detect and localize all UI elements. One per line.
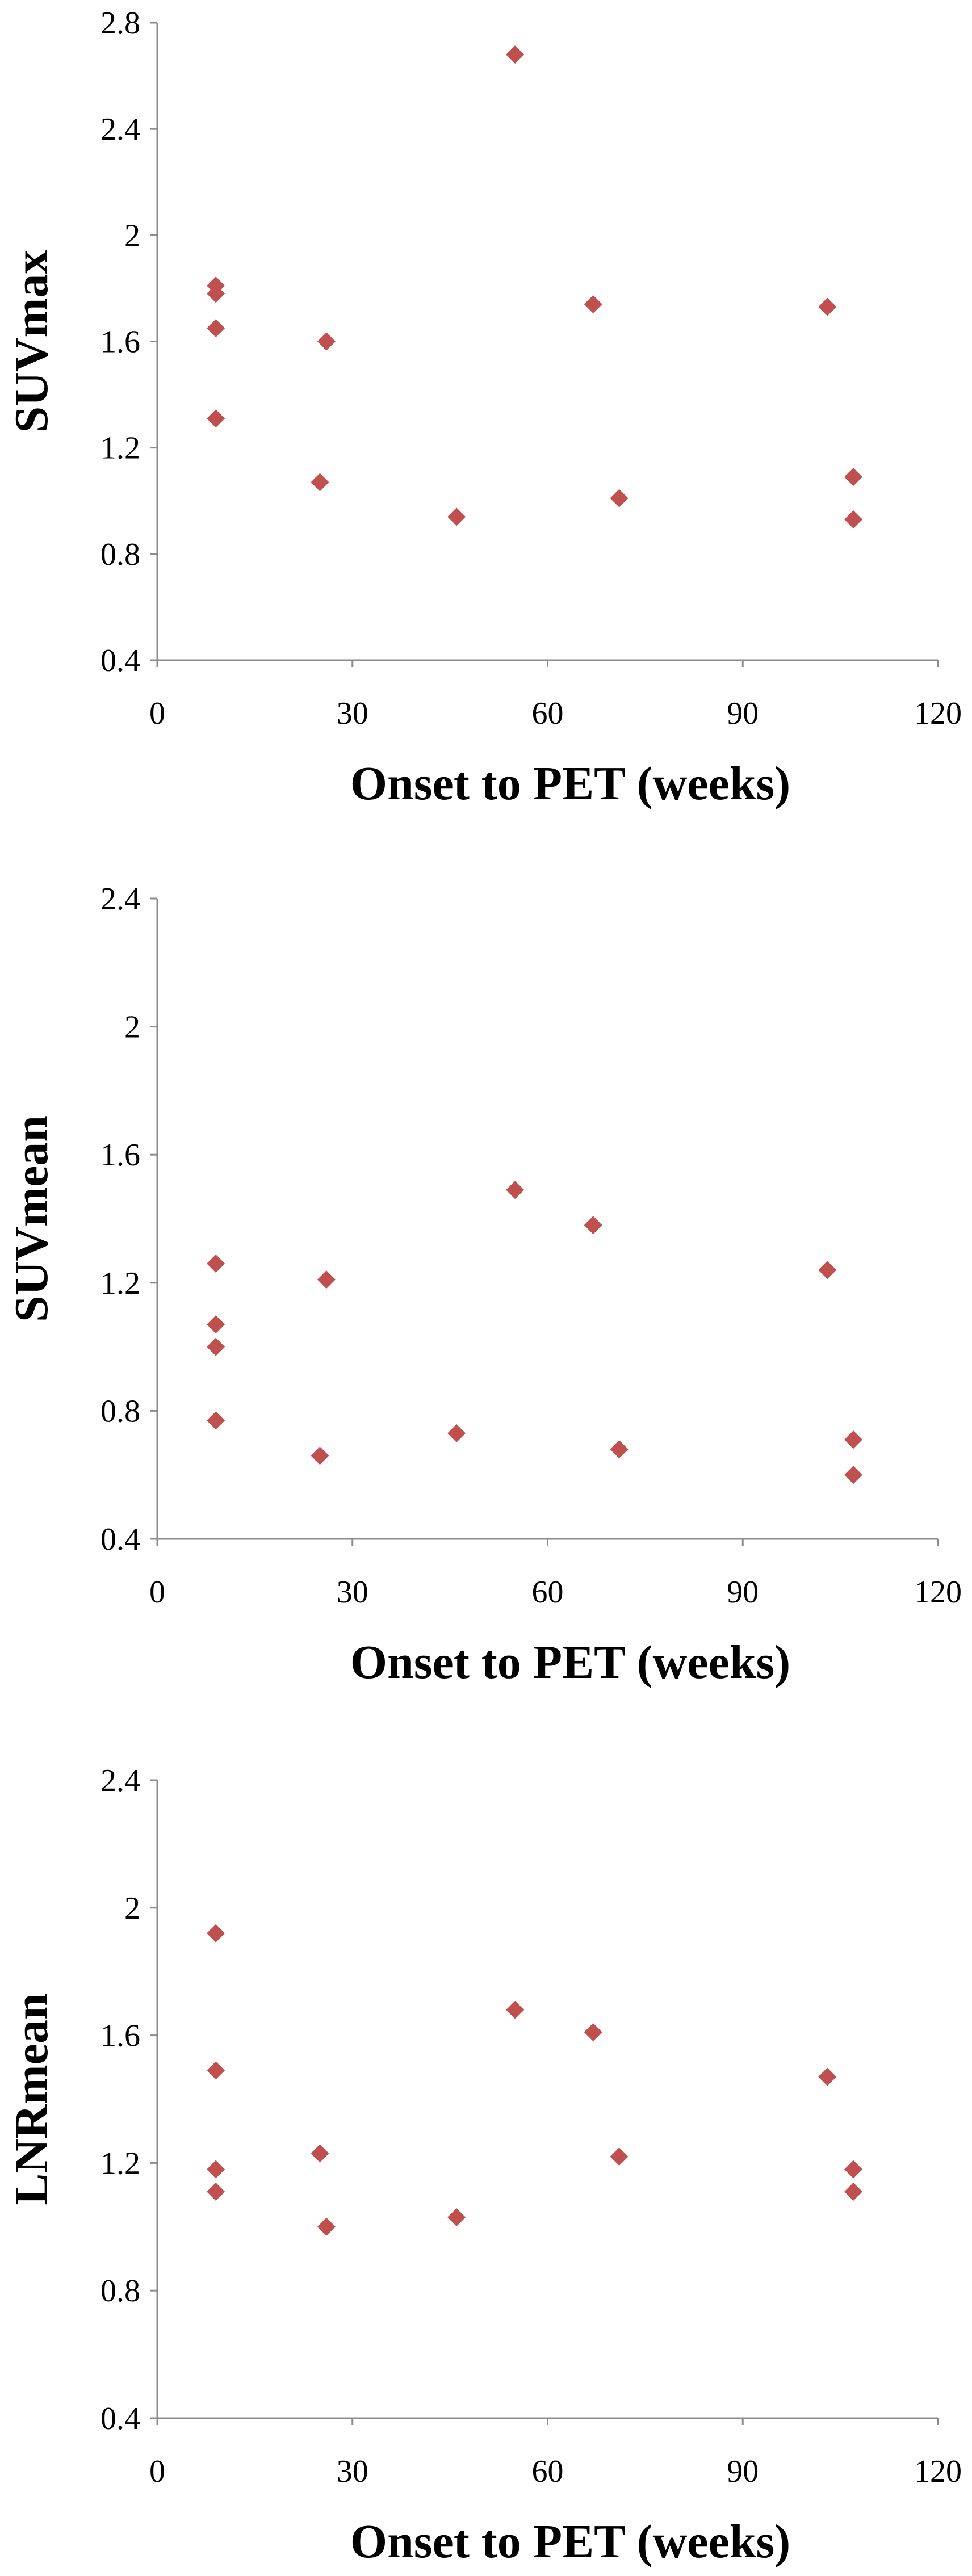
data-point xyxy=(207,2182,225,2201)
y-tick-label: 1.2 xyxy=(100,2146,140,2181)
data-point xyxy=(207,1337,225,1356)
x-tick-label: 30 xyxy=(337,696,368,731)
data-point xyxy=(844,1466,863,1484)
data-point xyxy=(610,489,629,507)
data-point xyxy=(447,2208,466,2226)
x-tick-label: 90 xyxy=(727,1575,759,1610)
data-point xyxy=(844,2160,863,2179)
y-tick-label: 2.4 xyxy=(100,882,140,917)
y-tick-label: 1.2 xyxy=(100,431,140,466)
y-tick-label: 1.6 xyxy=(100,1138,140,1173)
y-tick-label: 0.4 xyxy=(100,643,140,678)
y-axis-title: LNRmean xyxy=(5,1993,58,2205)
x-tick-label: 60 xyxy=(532,696,564,731)
x-tick-label: 30 xyxy=(337,1575,368,1610)
x-tick-label: 0 xyxy=(149,2454,165,2489)
data-point xyxy=(317,1270,336,1289)
data-point xyxy=(317,332,336,351)
chart-panel-3: 0.4 0.8 1.2 1.6 2 2.4 0 30 60 90 120 Onset to PET (… xyxy=(5,1763,962,2568)
data-point xyxy=(311,2144,329,2163)
chart-panel-2: 0.4 0.8 1.2 1.6 2 2.4 0 30 60 90 120 Onset to PET (… xyxy=(5,882,962,1689)
data-point xyxy=(311,1446,329,1465)
data-point xyxy=(207,2061,225,2080)
data-point xyxy=(610,2147,629,2166)
x-tick-label: 120 xyxy=(914,1575,962,1610)
y-tick-label: 1.6 xyxy=(100,325,140,360)
x-tick-label: 120 xyxy=(914,2454,962,2489)
data-point xyxy=(844,1430,863,1449)
data-point xyxy=(207,1254,225,1273)
data-point xyxy=(317,2217,336,2236)
data-point xyxy=(207,2160,225,2179)
y-tick-label: 2.4 xyxy=(100,1763,140,1798)
data-point xyxy=(506,2000,525,2019)
y-tick-label: 0.8 xyxy=(100,537,140,572)
data-point xyxy=(844,468,863,486)
x-axis-title: Onset to PET (weeks) xyxy=(350,1636,790,1689)
y-tick-label: 2.4 xyxy=(100,112,140,147)
data-point xyxy=(506,1181,525,1199)
data-point xyxy=(844,510,863,529)
data-point xyxy=(818,297,837,316)
x-tick-label: 0 xyxy=(149,1575,165,1610)
y-tick-label: 2 xyxy=(124,1891,140,1926)
x-tick-label: 60 xyxy=(532,1575,564,1610)
y-tick-label: 0.8 xyxy=(100,1394,140,1429)
y-tick-label: 1.6 xyxy=(100,2019,140,2054)
data-point xyxy=(818,2067,837,2086)
x-tick-label: 30 xyxy=(337,2454,368,2489)
data-point xyxy=(584,2023,602,2041)
y-tick-label: 0.4 xyxy=(100,2401,140,2436)
chart-panel-1: 0.4 0.8 1.2 1.6 2 2.4 2.8 0 30 60 90 120 Onset to PE… xyxy=(5,6,962,810)
data-point xyxy=(506,45,525,64)
y-tick-label: 2.8 xyxy=(100,6,140,41)
data-point xyxy=(311,473,329,492)
data-point xyxy=(584,1216,602,1235)
y-tick-label: 0.8 xyxy=(100,2273,140,2309)
data-point xyxy=(207,1411,225,1430)
x-tick-label: 90 xyxy=(727,2454,759,2489)
data-point xyxy=(610,1440,629,1459)
x-axis-title: Onset to PET (weeks) xyxy=(350,757,790,810)
data-point xyxy=(207,1924,225,1943)
data-point xyxy=(844,2182,863,2201)
data-point xyxy=(207,1315,225,1334)
y-tick-label: 0.4 xyxy=(100,1522,140,1557)
y-tick-label: 2 xyxy=(124,218,140,253)
y-axis-title: SUVmax xyxy=(5,250,58,433)
data-point xyxy=(207,284,225,303)
data-point xyxy=(447,507,466,526)
x-tick-label: 90 xyxy=(727,696,759,731)
data-point xyxy=(818,1261,837,1279)
y-tick-label: 2 xyxy=(124,1010,140,1045)
data-point xyxy=(447,1424,466,1442)
x-tick-label: 0 xyxy=(149,696,165,731)
data-point xyxy=(207,319,225,338)
y-tick-label: 1.2 xyxy=(100,1266,140,1301)
data-point xyxy=(584,295,602,313)
data-point xyxy=(207,409,225,428)
x-tick-label: 60 xyxy=(532,2454,564,2489)
y-axis-title: SUVmean xyxy=(5,1115,58,1322)
x-tick-label: 120 xyxy=(914,696,962,731)
x-axis-title: Onset to PET (weeks) xyxy=(350,2515,790,2568)
